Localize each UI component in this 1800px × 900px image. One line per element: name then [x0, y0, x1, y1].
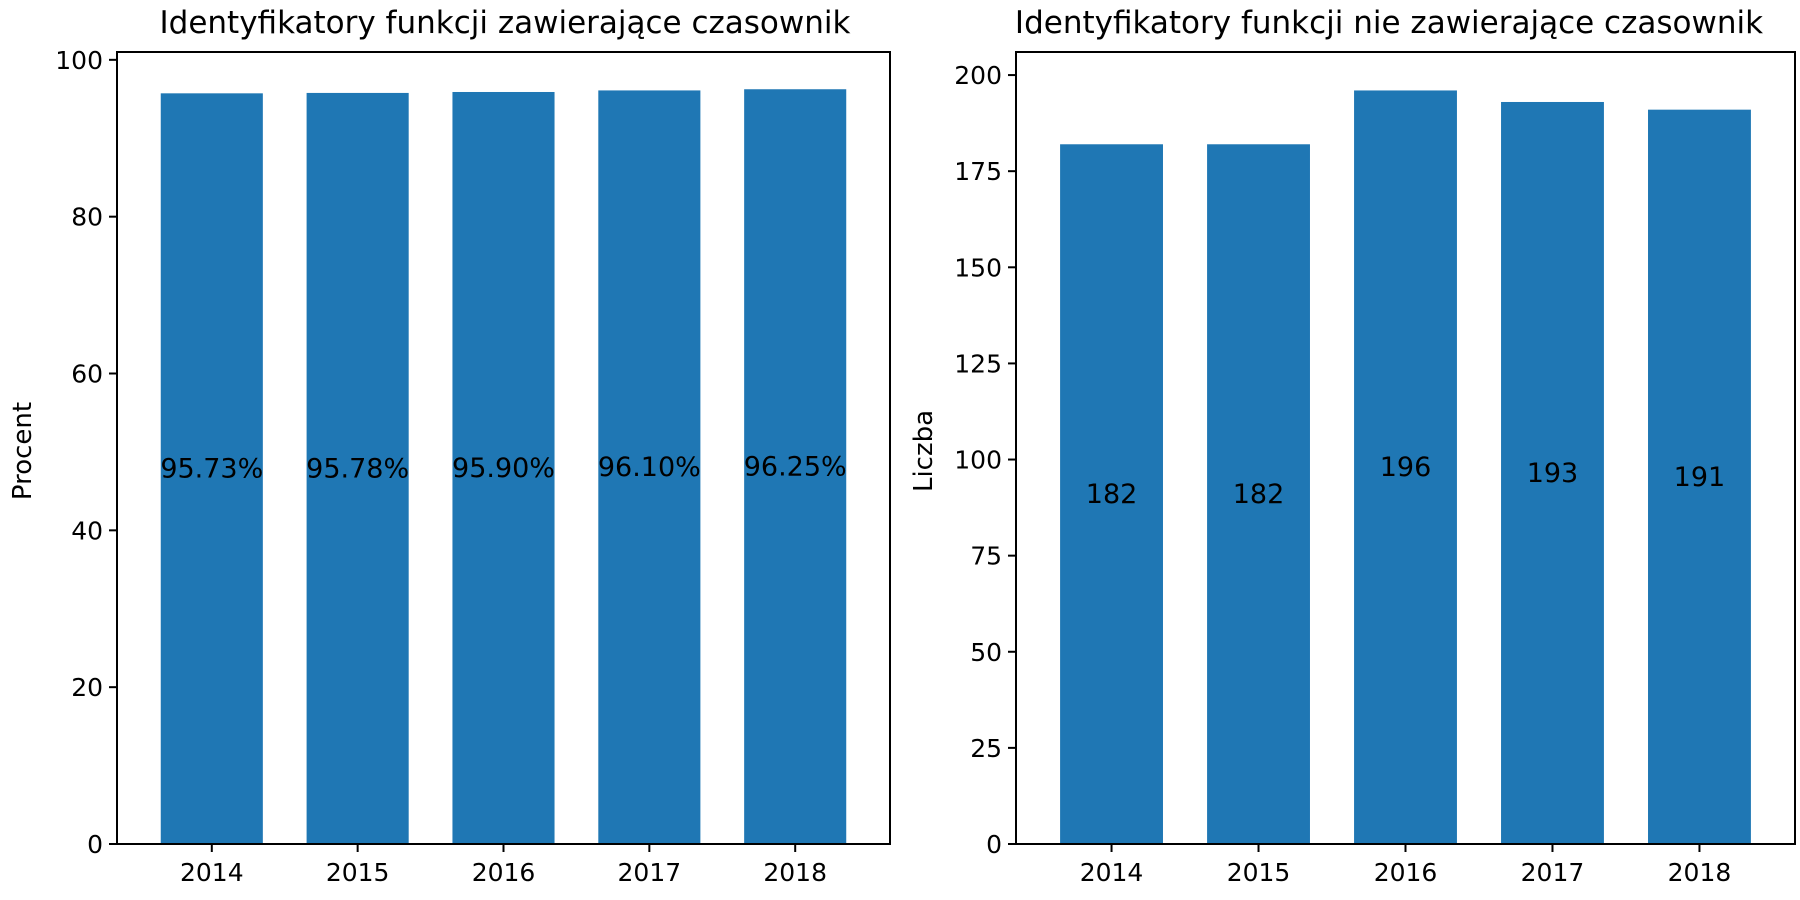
bar-2015: [306, 92, 409, 845]
bar-2017: [598, 90, 701, 845]
chart-title: Identyfikatory funkcji zawierające czaso…: [160, 5, 851, 41]
y-tick-label: 200: [954, 61, 1002, 90]
bar-2016: [1354, 90, 1457, 844]
bar-value-label: 191: [1674, 462, 1726, 493]
plot-area: 182 182 196 193 191 2014 2015 2016 2017 2018 0 25 50…: [954, 61, 1751, 887]
bar-2014: [1060, 144, 1163, 844]
bar-value-label: 182: [1233, 479, 1285, 510]
plot-area: 95.73% 95.78% 95.90% 96.10% 96.25% 2014 2015 20…: [55, 46, 846, 887]
bar-2015: [1207, 144, 1310, 844]
bar-value-label: 193: [1527, 458, 1579, 489]
chart-count-without-verb: Identyfikatory funkcji nie zawierające c…: [909, 5, 1796, 887]
y-tick-label: 125: [954, 349, 1002, 378]
x-tick-label: 2016: [472, 858, 536, 887]
axes-frame: [116, 51, 891, 845]
y-tick-label: 175: [954, 157, 1002, 186]
bar-value-label: 182: [1086, 479, 1138, 510]
bar-2016: [452, 91, 555, 845]
y-tick-label: 0: [87, 830, 103, 859]
y-tick-label: 80: [71, 203, 103, 232]
y-tick-label: 40: [71, 516, 103, 545]
bar-value-label: 95.78%: [306, 453, 409, 484]
bar-value-label: 96.10%: [598, 452, 701, 483]
bar-2017: [1501, 101, 1604, 845]
bar-value-label: 95.90%: [452, 453, 555, 484]
bar-2018: [1648, 109, 1751, 845]
y-tick-label: 50: [970, 638, 1002, 667]
bar-value-label: 96.25%: [744, 452, 847, 483]
x-tick-label: 2014: [1080, 858, 1144, 887]
x-tick-label: 2018: [763, 858, 827, 887]
bar-value-label: 196: [1380, 452, 1432, 483]
x-tick-label: 2015: [1227, 858, 1291, 887]
y-tick-label: 75: [970, 542, 1002, 571]
y-tick-label: 60: [71, 360, 103, 389]
x-tick-label: 2017: [618, 858, 682, 887]
x-tick-label: 2015: [326, 858, 390, 887]
chart-percent-with-verb: Identyfikatory funkcji zawierające czaso…: [8, 5, 891, 887]
y-tick-label: 100: [954, 446, 1002, 475]
bar-2018: [744, 89, 847, 844]
y-tick-label: 100: [55, 46, 103, 75]
bar-value-label: 95.73%: [160, 454, 263, 485]
x-tick-label: 2014: [180, 858, 244, 887]
x-tick-label: 2016: [1374, 858, 1438, 887]
chart-title: Identyfikatory funkcji nie zawierające c…: [1015, 5, 1763, 41]
y-tick-label: 150: [954, 253, 1002, 282]
y-tick-label: 0: [986, 830, 1002, 859]
bar-2014: [160, 93, 263, 844]
y-axis-label: Procent: [8, 402, 38, 500]
y-tick-label: 20: [71, 673, 103, 702]
axes-frame: [1015, 51, 1796, 845]
y-tick-label: 25: [970, 734, 1002, 763]
y-axis-label: Liczba: [909, 410, 939, 492]
x-tick-label: 2017: [1521, 858, 1585, 887]
x-tick-label: 2018: [1668, 858, 1732, 887]
